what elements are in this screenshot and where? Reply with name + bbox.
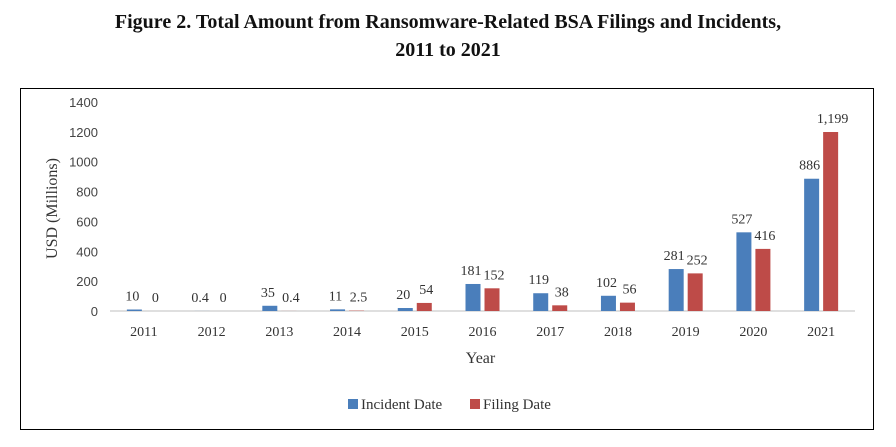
bar-filing	[755, 248, 771, 311]
legend-swatch	[470, 399, 480, 409]
data-label: 11	[329, 289, 342, 304]
x-tick-label: 2013	[265, 325, 293, 340]
data-label: 181	[461, 264, 482, 279]
bar-incident	[465, 283, 481, 311]
y-tick-label: 1000	[69, 155, 98, 170]
data-label: 10	[125, 290, 139, 305]
data-label: 0	[152, 291, 159, 306]
y-axis-title: USD (Millions)	[44, 158, 61, 259]
x-tick-label: 2012	[198, 325, 226, 340]
x-tick-label: 2020	[739, 325, 767, 340]
x-tick-label: 2011	[130, 325, 157, 340]
legend-label: Incident Date	[361, 397, 443, 413]
bar-incident	[262, 305, 278, 311]
bar-incident	[804, 178, 820, 311]
y-tick-label: 400	[76, 244, 98, 259]
bar-incident	[533, 293, 549, 311]
y-tick-label: 1400	[69, 95, 98, 110]
data-label: 0.4	[191, 291, 209, 306]
data-label: 2.5	[350, 291, 368, 306]
chart-frame	[20, 88, 874, 430]
data-label: 102	[596, 276, 617, 291]
x-tick-label: 2017	[536, 325, 564, 340]
data-label: 0.4	[282, 291, 300, 306]
bar-filing	[484, 288, 500, 311]
x-tick-label: 2021	[807, 325, 835, 340]
y-tick-label: 600	[76, 214, 98, 229]
legend-swatch	[348, 399, 358, 409]
chart-title-line-2: 2011 to 2021	[395, 39, 501, 61]
y-tick-label: 1200	[69, 125, 98, 140]
y-tick-label: 800	[76, 185, 98, 200]
x-tick-label: 2018	[604, 325, 632, 340]
x-tick-label: 2019	[672, 325, 700, 340]
data-label: 54	[419, 283, 433, 298]
x-tick-label: 2016	[469, 325, 497, 340]
y-tick-label: 200	[76, 274, 98, 289]
data-label: 252	[687, 253, 708, 268]
bar-filing	[823, 132, 839, 311]
y-tick-label: 0	[91, 304, 98, 319]
chart-title-line-1: Figure 2. Total Amount from Ransomware-R…	[114, 11, 782, 33]
data-label: 56	[622, 283, 636, 298]
bar-incident	[600, 295, 616, 311]
data-label: 119	[528, 273, 548, 288]
bar-incident	[126, 309, 142, 311]
bar-incident	[668, 269, 684, 311]
data-label: 416	[754, 229, 775, 244]
data-label: 35	[261, 286, 275, 301]
bar-incident	[397, 308, 413, 311]
bar-filing	[687, 273, 703, 311]
data-label: 152	[484, 268, 505, 283]
data-label: 0	[220, 291, 227, 306]
data-label: 281	[664, 249, 685, 264]
x-tick-label: 2014	[333, 325, 361, 340]
bar-incident	[330, 309, 346, 311]
bar-filing	[619, 302, 635, 311]
data-label: 20	[396, 288, 410, 303]
data-label: 1,199	[817, 112, 849, 127]
bar-incident	[736, 232, 752, 311]
x-tick-label: 2015	[401, 325, 429, 340]
x-axis-title: Year	[466, 350, 496, 367]
legend-label: Filing Date	[483, 397, 551, 413]
bar-filing	[416, 302, 432, 311]
data-label: 38	[555, 285, 569, 300]
bar-filing	[552, 305, 568, 311]
chart-title: Figure 2. Total Amount from Ransomware-R…	[0, 8, 896, 64]
data-label: 527	[731, 212, 752, 227]
data-label: 886	[799, 159, 820, 174]
